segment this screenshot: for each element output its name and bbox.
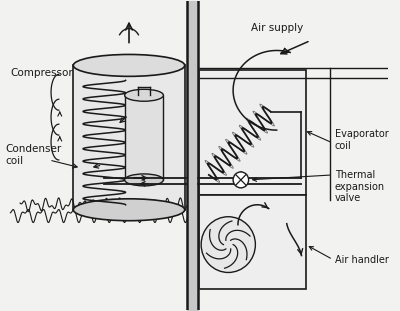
Text: Condenser
coil: Condenser coil <box>6 144 62 166</box>
Text: Air handler: Air handler <box>335 255 389 265</box>
Text: Air supply: Air supply <box>250 23 303 33</box>
Bar <box>199 70 306 195</box>
Ellipse shape <box>73 54 185 77</box>
Ellipse shape <box>73 199 185 221</box>
Ellipse shape <box>125 174 163 186</box>
Text: Evaporator
coil: Evaporator coil <box>335 129 388 151</box>
Bar <box>199 195 306 290</box>
Text: Thermal
expansion
valve: Thermal expansion valve <box>335 170 385 203</box>
Bar <box>125 95 163 180</box>
Text: Compressor: Compressor <box>10 68 73 78</box>
Circle shape <box>201 217 255 272</box>
Bar <box>73 65 185 210</box>
Circle shape <box>233 172 249 188</box>
Ellipse shape <box>125 89 163 101</box>
